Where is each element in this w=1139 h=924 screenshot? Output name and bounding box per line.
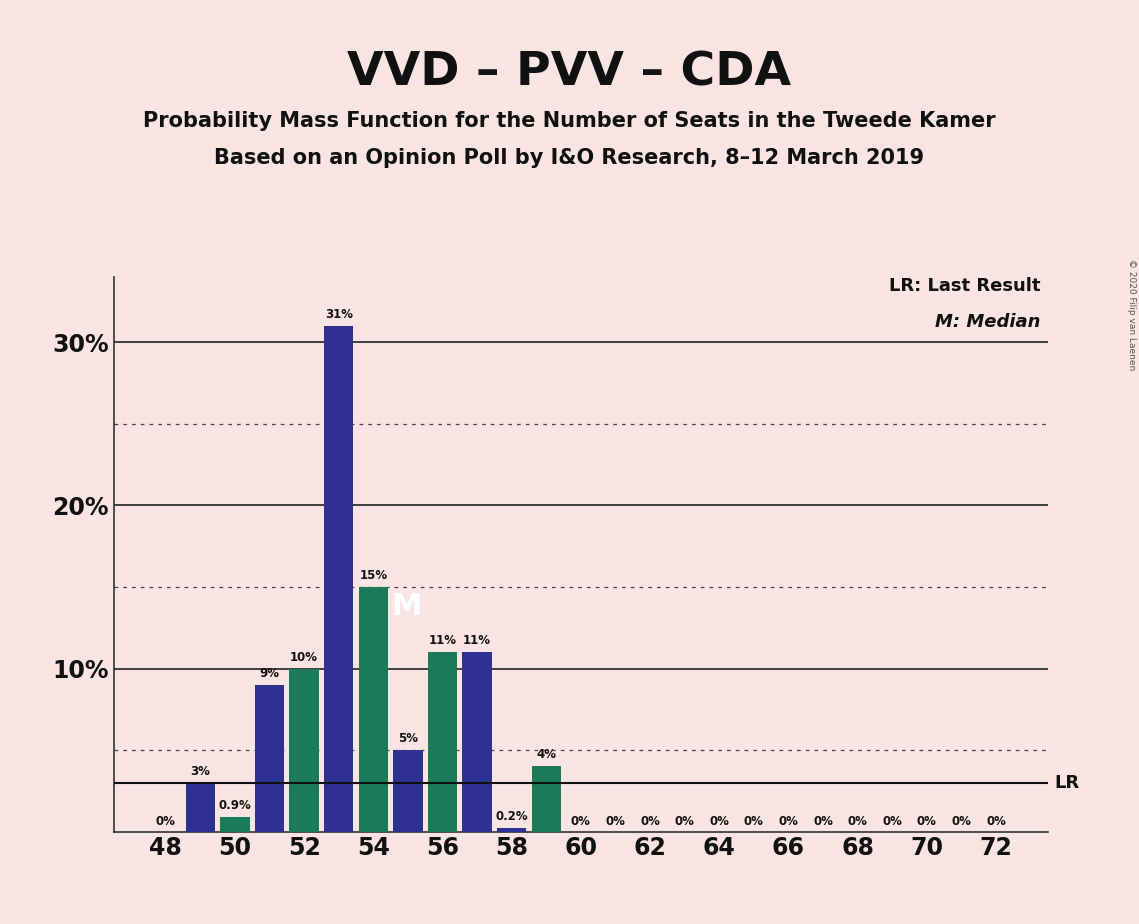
Text: 0%: 0% bbox=[571, 815, 591, 828]
Text: 3%: 3% bbox=[190, 765, 211, 778]
Text: 5%: 5% bbox=[398, 732, 418, 745]
Text: 0%: 0% bbox=[813, 815, 833, 828]
Text: LR: Last Result: LR: Last Result bbox=[890, 277, 1041, 295]
Text: 0%: 0% bbox=[640, 815, 659, 828]
Bar bbox=[359, 587, 388, 832]
Text: 15%: 15% bbox=[359, 569, 387, 582]
Text: 0%: 0% bbox=[674, 815, 695, 828]
Bar bbox=[325, 326, 353, 832]
Text: 0%: 0% bbox=[951, 815, 972, 828]
Bar bbox=[497, 828, 526, 832]
Text: 0.2%: 0.2% bbox=[495, 810, 528, 823]
Text: 0%: 0% bbox=[847, 815, 868, 828]
Text: LR: LR bbox=[1055, 773, 1080, 792]
Text: M: M bbox=[391, 592, 421, 621]
Text: 0%: 0% bbox=[778, 815, 798, 828]
Text: 31%: 31% bbox=[325, 309, 353, 322]
Bar bbox=[532, 766, 562, 832]
Text: 0%: 0% bbox=[710, 815, 729, 828]
Text: © 2020 Filip van Laenen: © 2020 Filip van Laenen bbox=[1126, 259, 1136, 370]
Text: Based on an Opinion Poll by I&O Research, 8–12 March 2019: Based on an Opinion Poll by I&O Research… bbox=[214, 148, 925, 168]
Text: VVD – PVV – CDA: VVD – PVV – CDA bbox=[347, 51, 792, 96]
Text: M: Median: M: Median bbox=[935, 313, 1041, 331]
Text: 0%: 0% bbox=[606, 815, 625, 828]
Bar bbox=[186, 783, 215, 832]
Text: 9%: 9% bbox=[260, 667, 279, 680]
Text: 0%: 0% bbox=[917, 815, 936, 828]
Text: 0%: 0% bbox=[986, 815, 1006, 828]
Text: 11%: 11% bbox=[428, 635, 457, 648]
Text: Probability Mass Function for the Number of Seats in the Tweede Kamer: Probability Mass Function for the Number… bbox=[144, 111, 995, 131]
Text: 0.9%: 0.9% bbox=[219, 799, 252, 812]
Bar bbox=[220, 817, 249, 832]
Text: 11%: 11% bbox=[464, 635, 491, 648]
Text: 0%: 0% bbox=[156, 815, 175, 828]
Bar bbox=[428, 652, 457, 832]
Text: 0%: 0% bbox=[744, 815, 764, 828]
Bar bbox=[255, 685, 285, 832]
Text: 10%: 10% bbox=[290, 650, 318, 663]
Bar bbox=[393, 750, 423, 832]
Text: 0%: 0% bbox=[883, 815, 902, 828]
Bar bbox=[462, 652, 492, 832]
Text: 4%: 4% bbox=[536, 748, 556, 761]
Bar bbox=[289, 669, 319, 832]
